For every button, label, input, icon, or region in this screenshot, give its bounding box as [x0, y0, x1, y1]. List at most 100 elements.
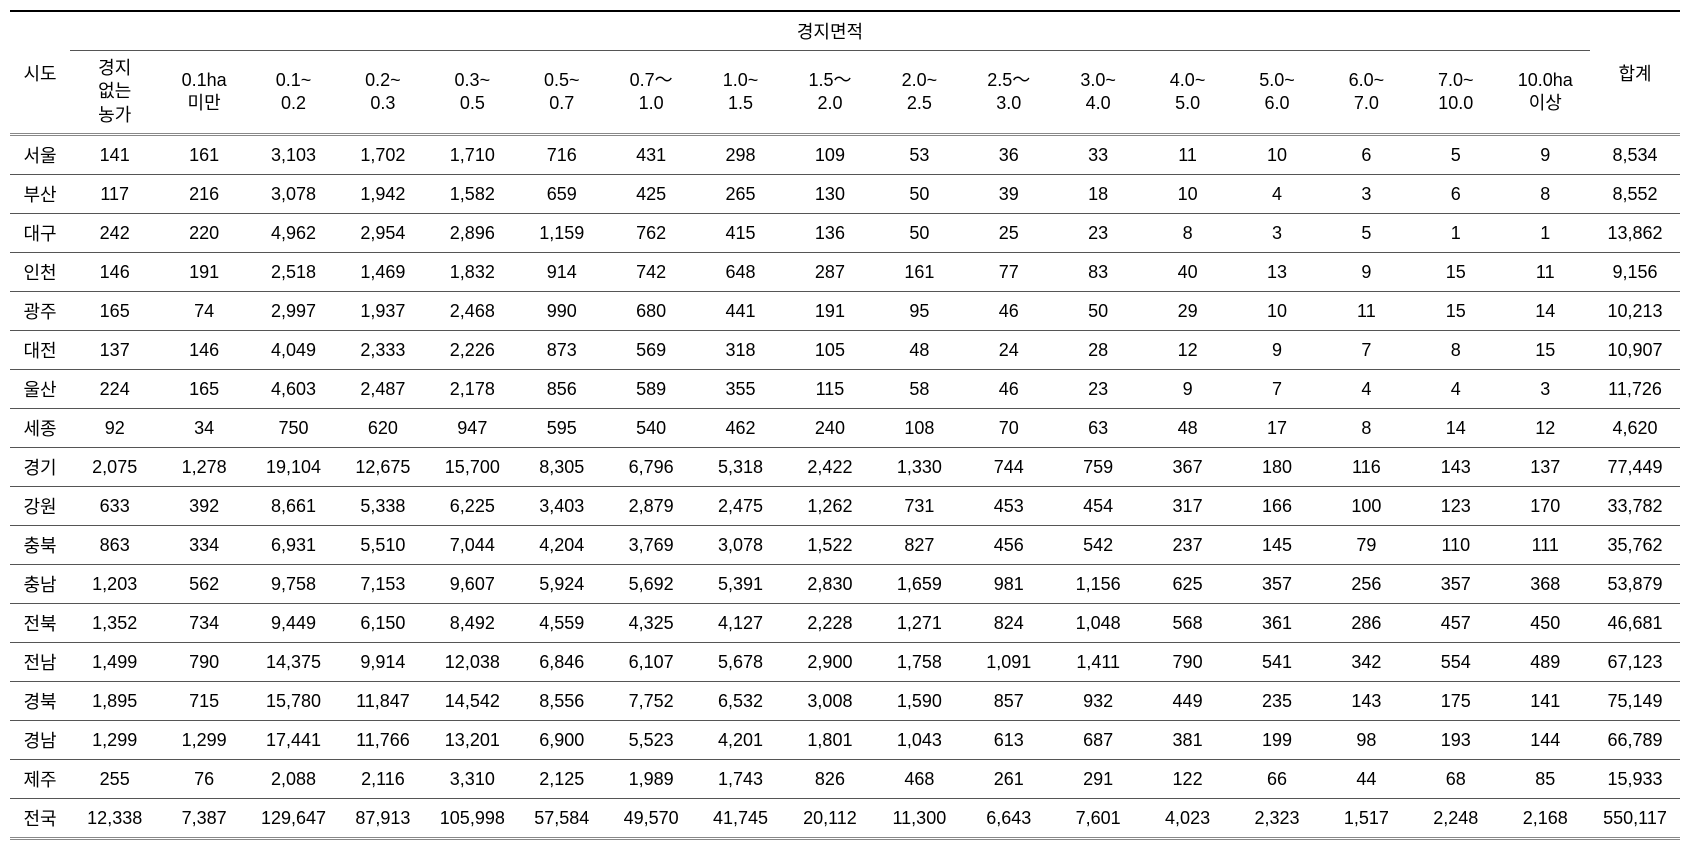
cell-value: 145 — [1232, 526, 1321, 565]
cell-value: 873 — [517, 331, 606, 370]
table-row: 부산1172163,0781,9421,58265942526513050391… — [10, 175, 1680, 214]
cell-value: 116 — [1322, 448, 1411, 487]
cell-value: 14 — [1501, 292, 1591, 331]
cell-value: 449 — [1143, 682, 1232, 721]
cell-value: 750 — [249, 409, 338, 448]
cell-value: 11,300 — [875, 799, 964, 839]
cell-value: 947 — [428, 409, 517, 448]
cell-value: 237 — [1143, 526, 1232, 565]
header-col-4: 0.3~ 0.5 — [428, 51, 517, 135]
cell-value: 633 — [70, 487, 159, 526]
cell-value: 115 — [785, 370, 874, 409]
header-total: 합계 — [1590, 11, 1680, 135]
cell-value: 10 — [1232, 135, 1321, 175]
cell-value: 15 — [1411, 253, 1500, 292]
cell-total: 67,123 — [1590, 643, 1680, 682]
cell-value: 74 — [159, 292, 248, 331]
cell-value: 824 — [964, 604, 1053, 643]
cell-value: 3,310 — [428, 760, 517, 799]
cell-value: 1,522 — [785, 526, 874, 565]
cell-value: 1,659 — [875, 565, 964, 604]
header-col-12: 4.0~ 5.0 — [1143, 51, 1232, 135]
cell-value: 137 — [70, 331, 159, 370]
cell-value: 6,150 — [338, 604, 427, 643]
cell-value: 3,403 — [517, 487, 606, 526]
cell-value: 15 — [1411, 292, 1500, 331]
cell-value: 15 — [1501, 331, 1591, 370]
cell-value: 193 — [1411, 721, 1500, 760]
cell-value: 4,201 — [696, 721, 785, 760]
header-col-8: 1.5～ 2.0 — [785, 51, 874, 135]
cell-value: 166 — [1232, 487, 1321, 526]
cell-value: 20,112 — [785, 799, 874, 839]
table-row: 서울1411613,1031,7021,71071643129810953363… — [10, 135, 1680, 175]
cell-value: 100 — [1322, 487, 1411, 526]
cell-value: 1,159 — [517, 214, 606, 253]
cell-value: 759 — [1053, 448, 1142, 487]
cell-value: 4 — [1411, 370, 1500, 409]
cell-value: 2,487 — [338, 370, 427, 409]
cell-value: 49,570 — [606, 799, 695, 839]
cell-value: 415 — [696, 214, 785, 253]
cell-value: 715 — [159, 682, 248, 721]
cell-value: 9 — [1501, 135, 1591, 175]
cell-value: 462 — [696, 409, 785, 448]
cell-value: 4,023 — [1143, 799, 1232, 839]
cell-value: 742 — [606, 253, 695, 292]
cell-value: 33 — [1053, 135, 1142, 175]
table-row: 대전1371464,0492,3332,22687356931810548242… — [10, 331, 1680, 370]
cell-value: 9,758 — [249, 565, 338, 604]
cell-value: 1,582 — [428, 175, 517, 214]
cell-value: 6 — [1411, 175, 1500, 214]
cell-value: 6,846 — [517, 643, 606, 682]
cell-value: 1,758 — [875, 643, 964, 682]
header-col-11: 3.0~ 4.0 — [1053, 51, 1142, 135]
cell-value: 11 — [1143, 135, 1232, 175]
cell-region: 대전 — [10, 331, 70, 370]
cell-value: 46 — [964, 370, 1053, 409]
cell-value: 441 — [696, 292, 785, 331]
cell-value: 9 — [1232, 331, 1321, 370]
cell-total: 33,782 — [1590, 487, 1680, 526]
cell-value: 28 — [1053, 331, 1142, 370]
cell-value: 5 — [1411, 135, 1500, 175]
cell-value: 240 — [785, 409, 874, 448]
cell-value: 1,702 — [338, 135, 427, 175]
cell-value: 79 — [1322, 526, 1411, 565]
cell-value: 141 — [1501, 682, 1591, 721]
cell-value: 256 — [1322, 565, 1411, 604]
cell-value: 2,954 — [338, 214, 427, 253]
cell-value: 1,352 — [70, 604, 159, 643]
cell-value: 2,896 — [428, 214, 517, 253]
cell-region: 강원 — [10, 487, 70, 526]
cell-value: 291 — [1053, 760, 1142, 799]
cell-value: 7,601 — [1053, 799, 1142, 839]
cell-value: 790 — [159, 643, 248, 682]
cell-region: 충북 — [10, 526, 70, 565]
cell-value: 53 — [875, 135, 964, 175]
cell-value: 6,532 — [696, 682, 785, 721]
cell-value: 625 — [1143, 565, 1232, 604]
cell-value: 23 — [1053, 370, 1142, 409]
cell-value: 3 — [1232, 214, 1321, 253]
header-col-7: 1.0~ 1.5 — [696, 51, 785, 135]
cell-value: 1,590 — [875, 682, 964, 721]
header-row-1: 시도 경지면적 합계 — [10, 11, 1680, 51]
cell-value: 25 — [964, 214, 1053, 253]
cell-value: 4,325 — [606, 604, 695, 643]
table-row: 경북1,89571515,78011,84714,5428,5567,7526,… — [10, 682, 1680, 721]
cell-total: 10,907 — [1590, 331, 1680, 370]
cell-value: 9,449 — [249, 604, 338, 643]
cell-value: 2,879 — [606, 487, 695, 526]
cell-value: 914 — [517, 253, 606, 292]
cell-value: 4,962 — [249, 214, 338, 253]
cell-value: 1,895 — [70, 682, 159, 721]
cell-value: 11 — [1501, 253, 1591, 292]
cell-value: 98 — [1322, 721, 1411, 760]
cell-value: 431 — [606, 135, 695, 175]
cell-region: 제주 — [10, 760, 70, 799]
header-col-15: 7.0~ 10.0 — [1411, 51, 1500, 135]
cell-value: 1,411 — [1053, 643, 1142, 682]
cell-value: 2,518 — [249, 253, 338, 292]
cell-value: 50 — [1053, 292, 1142, 331]
